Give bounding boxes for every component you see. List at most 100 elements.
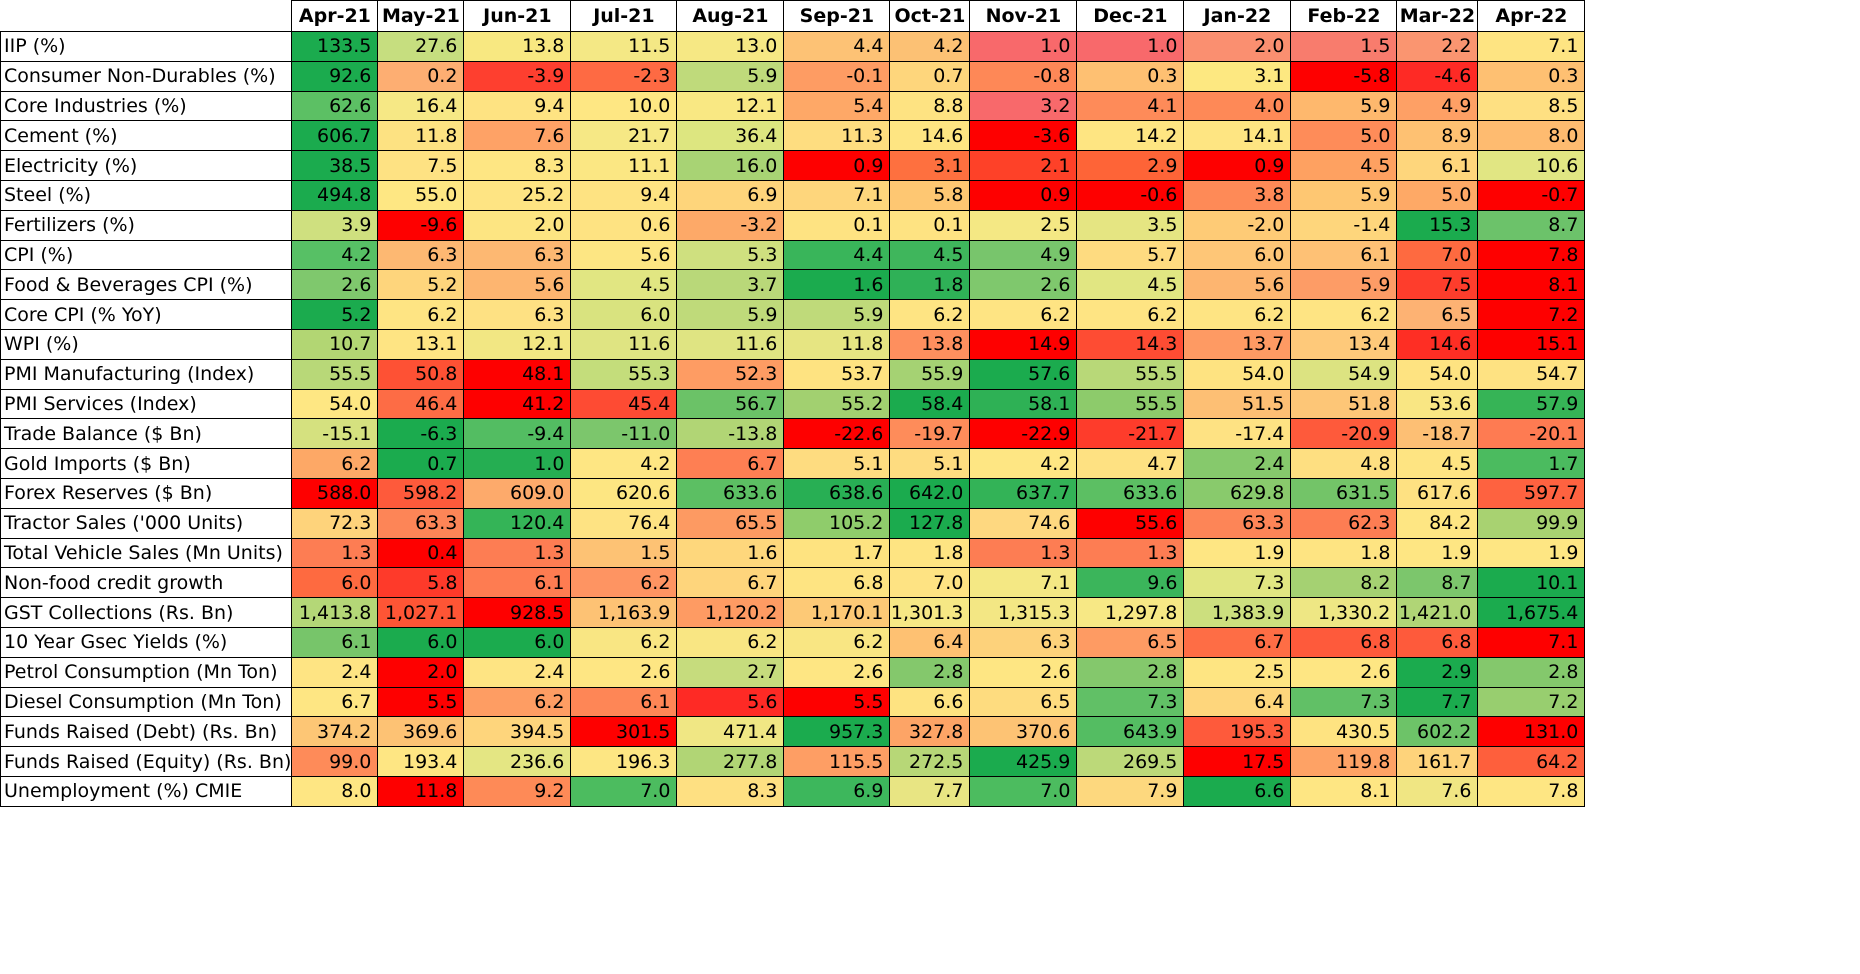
column-header: Jul-21 [570,0,678,32]
heatmap-cell: 4.4 [783,31,891,62]
heatmap-cell: 598.2 [377,477,465,509]
heatmap-cell: 5.9 [783,299,891,330]
table-row: Consumer Non-Durables (%) 92.6 0.2 -3.9 -2.3… [0,60,1586,92]
heatmap-cell: 7.1 [1477,626,1586,658]
heatmap-cell: 0.3 [1076,60,1185,92]
table-row: Cement (%) 606.7 11.8 7.6 21.7 36.4 11.3 14.6 -3… [0,120,1586,152]
heatmap-cell: -11.0 [570,418,678,450]
heatmap-cell: -20.1 [1477,418,1586,450]
heatmap-cell: 5.2 [377,269,465,301]
heatmap-cell: -3.9 [463,60,572,92]
heatmap-cell: 15.1 [1477,328,1586,360]
heatmap-cell: 2.6 [570,656,678,688]
heatmap-cell: 131.0 [1477,716,1586,748]
heatmap-cell: 6.7 [291,686,379,718]
heatmap-cell: 4.5 [1076,269,1185,301]
heatmap-cell: 99.0 [291,746,379,777]
heatmap-cell: 11.5 [570,31,678,62]
heatmap-cell: 127.8 [889,507,971,539]
heatmap-cell: 8.0 [1477,120,1586,152]
heatmap-cell: 12.1 [676,90,785,122]
heatmap-cell: 2.6 [969,656,1078,688]
heatmap-cell: 1.7 [1477,448,1586,479]
table-row: Food & Beverages CPI (%) 2.6 5.2 5.6 4.5 3.7 1… [0,269,1586,301]
heatmap-cell: 8.3 [676,775,785,807]
heatmap-cell: 6.7 [676,448,785,479]
row-label: WPI (%) [0,328,293,360]
heatmap-cell: 0.6 [570,209,678,241]
heatmap-cell: -9.4 [463,418,572,450]
heatmap-cell: 2.7 [676,656,785,688]
heatmap-cell: 6.2 [889,299,971,330]
heatmap-cell: 12.1 [463,328,572,360]
heatmap-cell: 7.5 [1396,269,1479,301]
heatmap-cell: 6.3 [969,626,1078,658]
heatmap-cell: 4.8 [1290,448,1398,479]
heatmap-cell: 2.2 [1396,31,1479,62]
heatmap-cell: 14.6 [1396,328,1479,360]
heatmap-cell: 9.6 [1076,567,1185,599]
heatmap-cell: 5.0 [1396,179,1479,211]
heatmap-cell: 7.1 [783,179,891,211]
heatmap-cell: 9.4 [463,90,572,122]
table-row: Fertilizers (%) 3.9 -9.6 2.0 0.6 -3.2 0.1 0.1 2.… [0,209,1586,241]
heatmap-cell: -22.9 [969,418,1078,450]
heatmap-cell: 1,413.8 [291,597,379,628]
heatmap-cell: -6.3 [377,418,465,450]
heatmap-cell: 17.5 [1183,746,1292,777]
heatmap-cell: 620.6 [570,477,678,509]
heatmap-cell: 14.6 [889,120,971,152]
heatmap-cell: 327.8 [889,716,971,748]
heatmap-cell: 13.0 [676,31,785,62]
heatmap-cell: 6.1 [1396,150,1479,181]
heatmap-cell: 196.3 [570,746,678,777]
column-header: Apr-22 [1477,0,1586,32]
heatmap-cell: 65.5 [676,507,785,539]
heatmap-cell: 62.3 [1290,507,1398,539]
heatmap-cell: 3.1 [1183,60,1292,92]
heatmap-cell: 643.9 [1076,716,1185,748]
heatmap-cell: 14.9 [969,328,1078,360]
heatmap-cell: 46.4 [377,388,465,420]
heatmap-cell: 5.8 [889,179,971,211]
row-label: Food & Beverages CPI (%) [0,269,293,301]
heatmap-cell: 1.0 [1076,31,1185,62]
heatmap-cell: 7.0 [969,775,1078,807]
heatmap-cell: 7.0 [570,775,678,807]
heatmap-cell: 1.6 [783,269,891,301]
heatmap-cell: 1.8 [889,537,971,569]
heatmap-cell: 54.9 [1290,358,1398,390]
table-row: Petrol Consumption (Mn Ton) 2.4 2.0 2.4 2.6 2… [0,656,1586,688]
heatmap-cell: 6.7 [676,567,785,599]
heatmap-cell: 7.0 [889,567,971,599]
table-row: Funds Raised (Equity) (Rs. Bn) 99.0 193.4 2… [0,746,1586,777]
heatmap-cell: 7.8 [1477,775,1586,807]
heatmap-cell: 5.1 [783,448,891,479]
heatmap-cell: 633.6 [1076,477,1185,509]
heatmap-cell: 394.5 [463,716,572,748]
table-row: Steel (%) 494.8 55.0 25.2 9.4 6.9 7.1 5.8 0.9 -0.… [0,179,1586,211]
heatmap-cell: 51.8 [1290,388,1398,420]
heatmap-cell: 6.0 [570,299,678,330]
heatmap-cell: 597.7 [1477,477,1586,509]
heatmap-cell: 6.3 [463,299,572,330]
row-label: Non-food credit growth [0,567,293,599]
heatmap-cell: 133.5 [291,31,379,62]
heatmap-cell: 6.9 [676,179,785,211]
heatmap-cell: 1.3 [1076,537,1185,569]
heatmap-cell: 301.5 [570,716,678,748]
heatmap-cell: 25.2 [463,179,572,211]
heatmap-cell: 11.3 [783,120,891,152]
heatmap-cell: 6.2 [1290,299,1398,330]
heatmap-cell: 2.5 [969,209,1078,241]
table-row: WPI (%) 10.7 13.1 12.1 11.6 11.6 11.8 13.8 14.9 1… [0,328,1586,360]
heatmap-cell: 54.0 [1396,358,1479,390]
heatmap-cell: 4.5 [1290,150,1398,181]
heatmap-cell: -9.6 [377,209,465,241]
table-row: Electricity (%) 38.5 7.5 8.3 11.1 16.0 0.9 3.1 2… [0,150,1586,181]
heatmap-cell: 57.6 [969,358,1078,390]
heatmap-cell: 3.2 [969,90,1078,122]
heatmap-cell: 2.4 [1183,448,1292,479]
heatmap-cell: 0.2 [377,60,465,92]
heatmap-cell: 5.9 [676,60,785,92]
